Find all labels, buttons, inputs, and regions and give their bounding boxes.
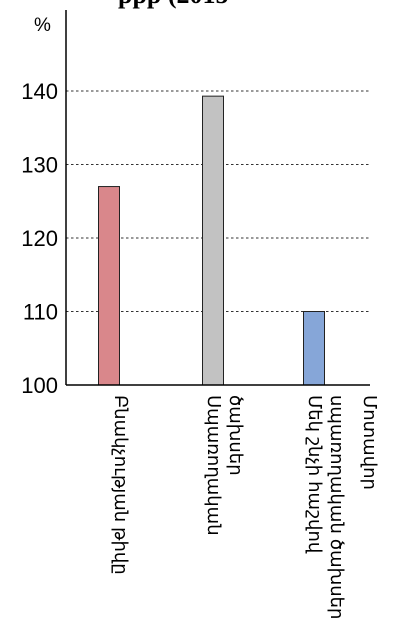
- category-label: սպառողական ծախսեր: [327, 395, 347, 619]
- y-tick-label: 130: [21, 153, 58, 178]
- y-tick-label: 110: [23, 300, 58, 325]
- category-label: Մոտավոր: [360, 395, 380, 490]
- bar-1: [202, 95, 224, 386]
- y-tick-label: 120: [21, 226, 58, 251]
- chart-title: ppp (2015: [118, 0, 229, 9]
- y-axis-label: %: [34, 15, 51, 36]
- category-labels: Բնակչության թիվը Սպառողական ծախսեր Մեկ շնչի…: [111, 395, 380, 619]
- y-tick-label: 140: [21, 79, 58, 104]
- category-label: Սպառողական: [204, 395, 224, 536]
- y-tick-labels: 100 110 120 130 140: [21, 79, 58, 398]
- category-label: Մեկ շնչի հաշվով: [305, 395, 325, 554]
- y-tick-label: 100: [21, 373, 58, 398]
- category-label: Բնակչության թիվը: [111, 395, 131, 575]
- bar-0: [98, 186, 120, 386]
- bars: [98, 95, 325, 386]
- category-label: ծախսեր: [226, 395, 246, 476]
- bar-2: [303, 311, 325, 386]
